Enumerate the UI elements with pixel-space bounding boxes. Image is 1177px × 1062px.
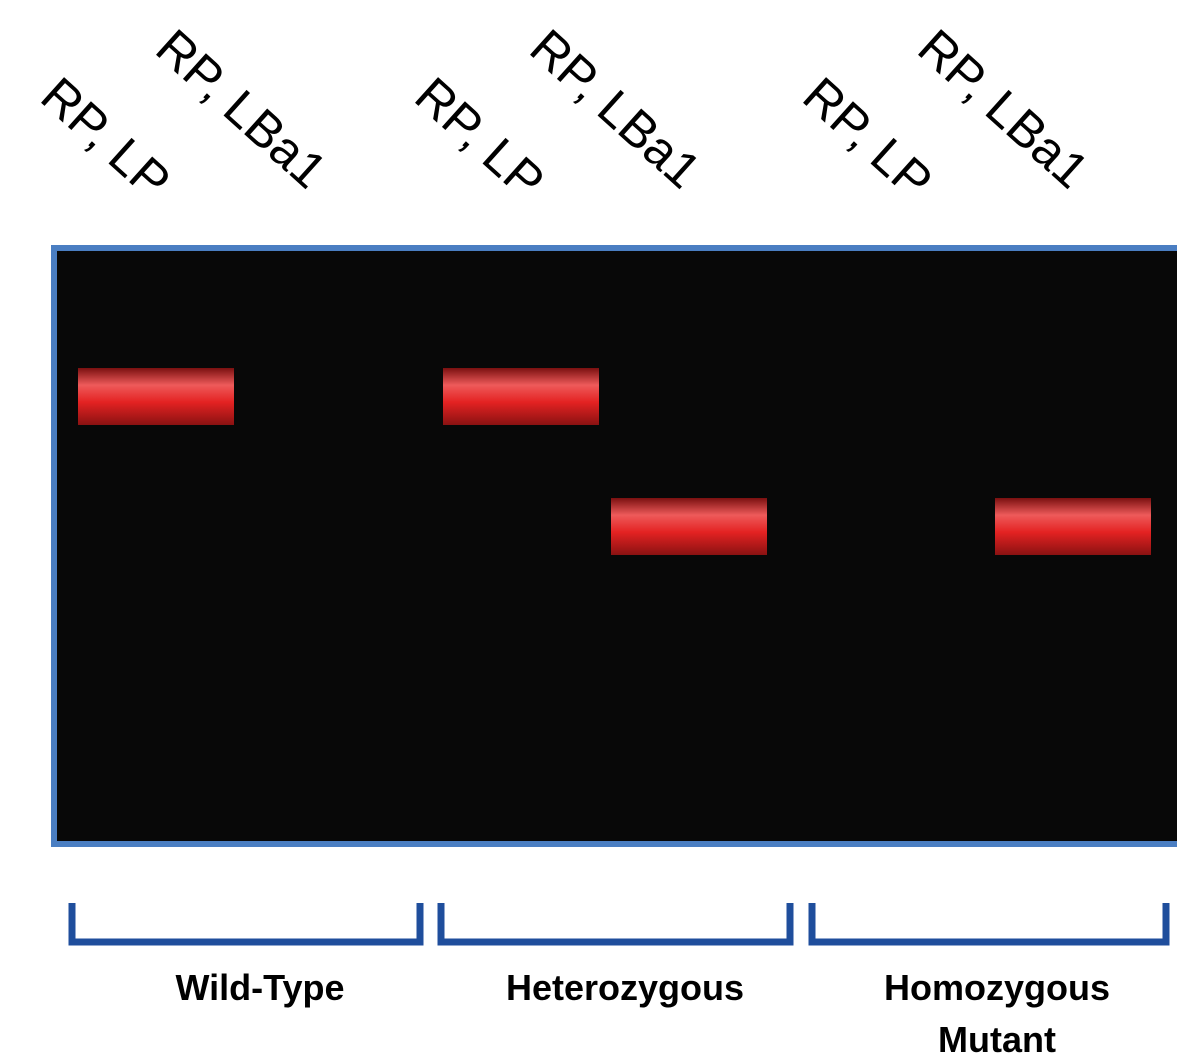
- lane-label: RP, LP: [31, 67, 181, 210]
- group-label: Wild-Type: [176, 967, 345, 1008]
- band: [78, 368, 234, 425]
- gel-diagram: RP, LPRP, LBa1Wild-TypeRP, LPRP, LBa1Het…: [0, 0, 1177, 1062]
- band: [995, 498, 1151, 555]
- group-label: Homozygous: [884, 967, 1110, 1008]
- band: [443, 368, 599, 425]
- bracket: [441, 903, 790, 942]
- group-label: Heterozygous: [506, 967, 744, 1008]
- lane-label: RP, LP: [405, 67, 555, 210]
- bracket: [72, 903, 420, 942]
- band: [611, 498, 767, 555]
- brackets: [72, 903, 1166, 942]
- group-label: Mutant: [938, 1019, 1056, 1060]
- lane-label: RP, LP: [793, 67, 943, 210]
- bracket: [812, 903, 1166, 942]
